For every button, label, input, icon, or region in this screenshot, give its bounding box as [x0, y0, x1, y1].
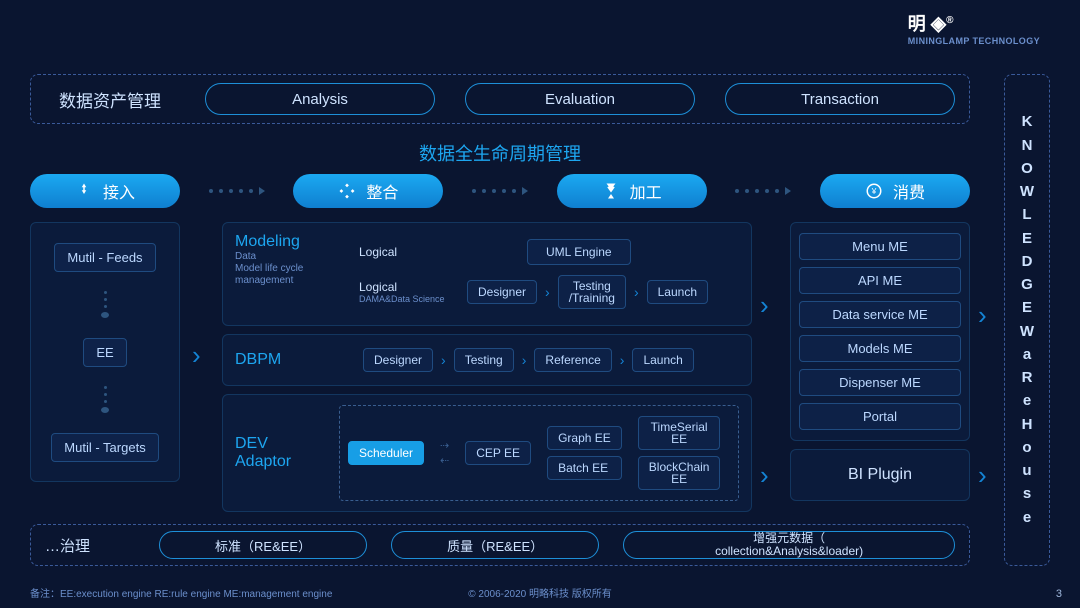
- chevron-icon: ›: [978, 460, 987, 491]
- process-icon: [602, 182, 620, 200]
- blockchain-ee: BlockChain EE: [638, 456, 721, 490]
- me-dataservice: Data service ME: [799, 301, 961, 328]
- governance-label: …治理: [45, 535, 135, 556]
- batch-ee: Batch EE: [547, 456, 622, 480]
- modeling-panel: Modeling Data Model life cycle managemen…: [222, 222, 752, 326]
- chevron-icon: ›: [760, 290, 769, 321]
- step-designer: Designer: [467, 280, 537, 304]
- integrate-icon: [338, 182, 356, 200]
- dbpm-reference: Reference: [534, 348, 611, 372]
- pill-consume: ¥ 消费: [820, 174, 970, 208]
- me-list-panel: Menu ME API ME Data service ME Models ME…: [790, 222, 970, 441]
- dev-adaptor-panel: DEV Adaptor Scheduler ⇢ ⇠ CEP EE Graph E…: [222, 394, 752, 512]
- tag-feeds: Mutil - Feeds: [54, 243, 155, 272]
- me-api: API ME: [799, 267, 961, 294]
- gov-metadata: 增强元数据（ collection&Analysis&loader): [623, 531, 955, 559]
- gov-quality: 质量（RE&EE）: [391, 531, 599, 559]
- step-testing: Testing /Training: [558, 275, 626, 309]
- me-portal: Portal: [799, 403, 961, 430]
- consume-column: Menu ME API ME Data service ME Models ME…: [790, 222, 970, 512]
- ingest-icon: [75, 182, 93, 200]
- me-dispenser: Dispenser ME: [799, 369, 961, 396]
- cap-transaction: Transaction: [725, 83, 955, 115]
- consume-icon: ¥: [865, 182, 883, 200]
- gov-standard: 标准（RE&EE）: [159, 531, 367, 559]
- tag-ee: EE: [83, 338, 126, 367]
- cap-analysis: Analysis: [205, 83, 435, 115]
- cap-evaluation: Evaluation: [465, 83, 695, 115]
- pill-process: 加工: [557, 174, 707, 208]
- governance-box: …治理 标准（RE&EE） 质量（RE&EE） 增强元数据（ collectio…: [30, 524, 970, 566]
- pill-integrate: 整合: [293, 174, 443, 208]
- step-launch: Launch: [647, 280, 708, 304]
- scheduler: Scheduler: [348, 441, 424, 465]
- ingest-panel: Mutil - Feeds EE Mutil - Targets: [30, 222, 180, 482]
- timeserial-ee: TimeSerial EE: [638, 416, 721, 450]
- brand-logo: 明 ◈® MININGLAMP TECHNOLOGY: [908, 10, 1040, 46]
- me-models: Models ME: [799, 335, 961, 362]
- svg-text:¥: ¥: [871, 187, 877, 196]
- knowledge-warehouse: KNOWLEDGEWaReHouse: [1004, 74, 1050, 566]
- asset-mgmt-box: 数据资产管理 Analysis Evaluation Transaction: [30, 74, 970, 124]
- me-menu: Menu ME: [799, 233, 961, 260]
- dbpm-testing: Testing: [454, 348, 514, 372]
- chevron-icon: ›: [760, 460, 769, 491]
- lifecycle-title: 数据全生命周期管理: [30, 140, 970, 166]
- chevron-icon: ›: [192, 340, 201, 371]
- chevron-icon: ›: [978, 300, 987, 331]
- cep-ee: CEP EE: [465, 441, 531, 465]
- uml-engine: UML Engine: [527, 239, 631, 265]
- footer-copyright: © 2006-2020 明略科技 版权所有: [0, 585, 1080, 600]
- lifecycle-row: 接入 整合 加工 ¥ 消费: [30, 172, 970, 210]
- page-number: 3: [1056, 588, 1062, 600]
- dbpm-launch: Launch: [632, 348, 693, 372]
- mid-column: Modeling Data Model life cycle managemen…: [222, 222, 752, 512]
- bi-plugin: BI Plugin: [790, 449, 970, 501]
- dbpm-designer: Designer: [363, 348, 433, 372]
- asset-mgmt-label: 数据资产管理: [45, 87, 175, 112]
- dbpm-panel: DBPM Designer› Testing› Reference› Launc…: [222, 334, 752, 386]
- pill-ingest: 接入: [30, 174, 180, 208]
- graph-ee: Graph EE: [547, 426, 622, 450]
- tag-targets: Mutil - Targets: [51, 433, 158, 462]
